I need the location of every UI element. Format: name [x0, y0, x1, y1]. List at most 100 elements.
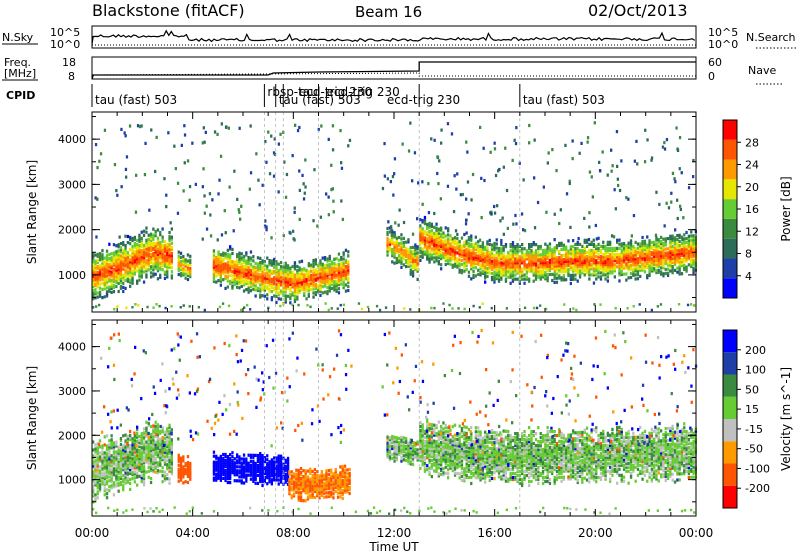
echo-cell	[115, 268, 118, 272]
echo-cell	[601, 150, 604, 154]
echo-cell	[453, 248, 457, 252]
echo-cell	[436, 171, 439, 176]
echo-cell	[189, 266, 192, 271]
echo-cell	[300, 274, 304, 278]
echo-cell	[392, 193, 395, 197]
echo-cell	[305, 278, 308, 283]
echo-cell	[467, 252, 471, 256]
echo-cell	[170, 235, 173, 239]
echo-cell	[231, 451, 234, 455]
echo-cell	[650, 251, 653, 255]
echo-cell	[92, 256, 95, 260]
echo-cell	[340, 272, 343, 276]
echo-cell	[646, 243, 649, 247]
echo-cell	[101, 253, 104, 257]
echo-cell	[92, 464, 95, 468]
echo-cell	[636, 250, 640, 254]
noise-sky-label: N.Sky	[2, 31, 34, 44]
echo-cell	[112, 443, 116, 447]
echo-cell	[560, 253, 563, 258]
echo-cell	[449, 234, 452, 238]
echo-cell	[115, 444, 118, 448]
echo-cell	[400, 233, 403, 237]
echo-cell	[446, 122, 450, 126]
echo-cell	[501, 216, 504, 220]
echo-cell	[337, 283, 341, 287]
echo-cell	[103, 128, 107, 132]
echo-cell	[305, 289, 308, 293]
echo-cell	[657, 242, 660, 246]
echo-cell	[94, 465, 97, 469]
echo-cell	[676, 242, 679, 246]
echo-cell	[129, 465, 132, 469]
echo-cell	[240, 274, 243, 278]
echo-cell	[606, 269, 609, 273]
echo-cell	[337, 272, 341, 277]
echo-cell	[212, 255, 216, 259]
echo-cell	[249, 473, 253, 477]
echo-cell	[252, 467, 255, 471]
echo-cell	[678, 245, 681, 250]
echo-cell	[685, 257, 688, 261]
echo-cell	[266, 466, 269, 470]
echo-cell	[149, 466, 153, 471]
echo-cell	[222, 462, 225, 466]
echo-cell	[560, 278, 563, 282]
echo-cell	[525, 265, 528, 269]
echo-cell	[236, 267, 239, 271]
colorbar-swatch	[723, 179, 737, 200]
echo-cell	[470, 236, 473, 240]
echo-cell	[133, 246, 136, 250]
echo-cell	[133, 237, 136, 241]
echo-cell	[444, 250, 447, 254]
echo-cell	[263, 470, 266, 474]
echo-cell	[115, 254, 118, 258]
echo-cell	[419, 254, 422, 258]
echo-cell	[179, 263, 183, 268]
echo-cell	[103, 451, 106, 455]
echo-cell	[685, 237, 688, 241]
echo-cell	[602, 246, 605, 250]
echo-cell	[435, 257, 438, 261]
echo-cell	[553, 270, 556, 274]
echo-cell	[604, 273, 607, 277]
echo-cell	[298, 268, 301, 272]
echo-cell	[149, 271, 153, 275]
echo-cell	[430, 230, 433, 235]
echo-cell	[215, 258, 218, 262]
echo-cell	[217, 264, 220, 268]
echo-cell	[583, 255, 586, 259]
echo-cell	[168, 235, 171, 239]
echo-cell	[479, 125, 482, 129]
echo-cell	[239, 217, 242, 221]
echo-cell	[693, 304, 696, 307]
echo-cell	[131, 259, 134, 263]
echo-cell	[463, 269, 466, 273]
echo-cell	[602, 253, 605, 257]
echo-cell	[236, 479, 239, 483]
echo-cell	[340, 166, 344, 170]
echo-cell	[500, 251, 503, 255]
echo-cell	[96, 460, 99, 464]
echo-cell	[648, 259, 651, 263]
echo-cell	[435, 249, 438, 253]
echo-cell	[613, 257, 616, 261]
echo-cell	[539, 273, 542, 277]
echo-cell	[639, 250, 642, 254]
echo-cell	[400, 245, 403, 249]
echo-cell	[136, 435, 139, 439]
echo-cell	[516, 263, 519, 267]
echo-cell	[300, 284, 304, 288]
echo-cell	[632, 271, 635, 275]
echo-cell	[273, 472, 276, 476]
echo-cell	[451, 251, 454, 255]
echo-cell	[154, 231, 157, 236]
echo-cell	[580, 141, 583, 145]
echo-cell	[145, 244, 148, 249]
echo-cell	[145, 261, 148, 265]
echo-cell	[224, 264, 227, 268]
echo-cell	[314, 270, 317, 274]
echo-cell	[177, 455, 180, 459]
echo-cell	[650, 259, 653, 263]
echo-cell	[145, 240, 148, 244]
